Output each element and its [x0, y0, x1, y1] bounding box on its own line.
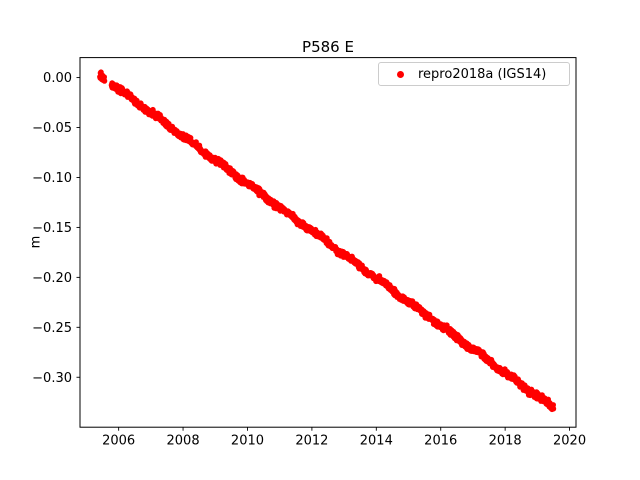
x-tick-label: 2008 — [167, 434, 200, 449]
y-axis-ticks — [76, 77, 80, 378]
y-tick-label: −0.20 — [32, 271, 72, 286]
data-points — [97, 69, 557, 413]
data-point — [550, 406, 557, 412]
legend-marker-dot — [397, 70, 404, 78]
y-tick-label: −0.30 — [32, 371, 72, 386]
x-tick-label: 2018 — [489, 434, 522, 449]
axes-frame — [79, 57, 577, 428]
y-tick-label: −0.10 — [32, 171, 72, 186]
x-axis-tick-labels: 2006 2008 2010 2012 2014 2016 2018 2020 — [102, 434, 586, 449]
x-tick-label: 2020 — [553, 434, 586, 449]
x-tick-label: 2012 — [295, 434, 328, 449]
data-point — [101, 78, 108, 84]
plot-title: P586 E — [302, 38, 354, 56]
y-tick-label: 0.00 — [43, 71, 72, 86]
y-tick-label: −0.15 — [32, 221, 72, 236]
x-tick-label: 2010 — [231, 434, 264, 449]
y-axis-tick-labels: 0.00 −0.05 −0.10 −0.15 −0.20 −0.25 −0.30 — [32, 71, 72, 386]
y-tick-label: −0.25 — [32, 321, 72, 336]
x-tick-label: 2006 — [102, 434, 135, 449]
y-tick-label: −0.05 — [32, 121, 72, 136]
x-tick-label: 2014 — [360, 434, 393, 449]
legend: repro2018a (IGS14) — [378, 62, 570, 86]
x-axis-ticks — [118, 427, 571, 431]
data-point — [101, 74, 107, 80]
x-tick-label: 2016 — [424, 434, 457, 449]
legend-label: repro2018a (IGS14) — [418, 66, 547, 82]
y-axis-label: m — [28, 235, 44, 249]
